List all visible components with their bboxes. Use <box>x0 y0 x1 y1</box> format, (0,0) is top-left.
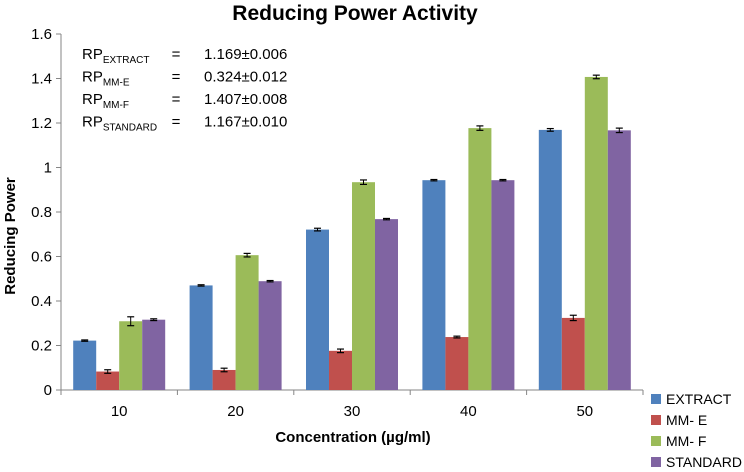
error-bar <box>150 318 158 322</box>
x-axis: 10 20 30 40 50 <box>60 389 644 420</box>
legend-item: EXTRACT <box>651 391 732 407</box>
legend-item: MM- F <box>651 433 706 449</box>
error-bar <box>220 367 228 373</box>
annotation-equals: = <box>172 114 181 131</box>
legend: EXTRACT MM- E MM- F STANDARD <box>651 391 742 470</box>
bar-mm-e-40 <box>445 337 469 390</box>
bar-standard-30 <box>375 219 398 390</box>
bar-mm-f-10 <box>119 321 143 390</box>
y-tick-label: 1.2 <box>31 115 52 132</box>
x-tick-label: 20 <box>227 403 244 420</box>
error-bar <box>383 217 390 221</box>
annotation-subscript: EXTRACT <box>103 55 150 66</box>
error-bar <box>569 314 577 322</box>
error-bar <box>453 335 461 339</box>
annotation-label: RPMM-E <box>82 69 130 89</box>
legend-item: MM- E <box>651 412 707 428</box>
y-tick-label: 0.4 <box>31 293 52 310</box>
error-bar <box>243 252 251 258</box>
y-tick-label: 1.4 <box>31 71 52 88</box>
y-tick-label: 0.8 <box>31 204 52 221</box>
annotation-value: 0.324±0.012 <box>204 69 287 86</box>
error-bar <box>430 178 438 182</box>
error-bar <box>337 348 344 354</box>
bar-mm-e-50 <box>561 317 585 390</box>
legend-swatch <box>651 394 661 404</box>
bar-standard-50 <box>607 130 631 390</box>
annotation-equals: = <box>172 91 181 108</box>
bar-mm-f-30 <box>352 182 375 390</box>
y-tick-label: 0.2 <box>31 338 52 355</box>
annotation-subscript: MM-E <box>103 78 130 89</box>
bar-standard-40 <box>491 180 515 390</box>
annotation-subscript: MM-F <box>103 100 129 111</box>
error-bar <box>314 227 321 232</box>
legend-label: MM- E <box>666 412 707 428</box>
annotation-label: RPEXTRACT <box>82 46 150 66</box>
bar-extract-30 <box>306 229 329 390</box>
bar-mm-e-10 <box>96 371 120 390</box>
annotation-value: 1.167±0.010 <box>204 114 287 131</box>
x-tick-label: 40 <box>460 403 477 420</box>
legend-item: STANDARD <box>651 454 742 470</box>
x-tick-label: 30 <box>344 403 361 420</box>
annotation-value: 1.169±0.006 <box>204 46 287 63</box>
y-tick-label: 1.6 <box>31 26 52 43</box>
legend-swatch <box>651 415 661 425</box>
error-bar <box>476 125 484 131</box>
error-bar <box>360 179 367 186</box>
y-tick-label: 0 <box>44 382 52 399</box>
bar-mm-e-20 <box>212 369 236 390</box>
error-bar <box>104 369 112 374</box>
bar-standard-20 <box>258 281 282 390</box>
legend-swatch <box>651 436 661 446</box>
annotation-label: RPMM-F <box>82 91 129 111</box>
legend-label: EXTRACT <box>666 391 732 407</box>
x-tick-label: 10 <box>111 403 128 420</box>
annotation-prefix: RP <box>82 114 103 131</box>
bar-extract-40 <box>422 180 446 390</box>
error-bar <box>592 74 600 80</box>
bar-extract-20 <box>189 285 213 390</box>
error-bar <box>499 178 507 182</box>
annotation-value: 1.407±0.008 <box>204 91 287 108</box>
x-axis-title: Concentration (µg/ml) <box>275 429 430 446</box>
error-bar <box>266 279 274 283</box>
annotation-equals: = <box>172 46 181 63</box>
error-bar <box>127 316 135 327</box>
annotation-prefix: RP <box>82 69 103 86</box>
bar-mm-f-20 <box>235 255 259 390</box>
bar-extract-50 <box>538 129 562 390</box>
x-tick-label: 50 <box>576 403 593 420</box>
error-bar <box>546 127 554 132</box>
y-axis-title: Reducing Power <box>2 177 19 295</box>
chart-title: Reducing Power Activity <box>232 2 478 25</box>
legend-label: MM- F <box>666 433 706 449</box>
bar-mm-f-50 <box>584 76 608 390</box>
legend-swatch <box>651 457 661 467</box>
bar-mm-f-40 <box>468 128 492 390</box>
y-axis: 0 0.2 0.4 0.6 0.8 1 1.2 1.4 1.6 <box>31 26 62 399</box>
y-tick-label: 1 <box>44 160 52 177</box>
annotation-prefix: RP <box>82 46 103 63</box>
error-bar <box>615 127 623 134</box>
annotation-equals: = <box>172 69 181 86</box>
annotation-subscript: STANDARD <box>103 123 157 134</box>
error-bar <box>81 339 89 342</box>
bar-extract-10 <box>73 340 97 390</box>
y-tick-label: 0.6 <box>31 249 52 266</box>
annotation-label: RPSTANDARD <box>82 114 157 134</box>
legend-label: STANDARD <box>666 454 742 470</box>
annotation-prefix: RP <box>82 91 103 108</box>
bars-group <box>73 74 631 390</box>
bar-standard-10 <box>142 319 166 390</box>
error-bar <box>197 284 205 287</box>
bar-mm-e-30 <box>329 350 352 390</box>
